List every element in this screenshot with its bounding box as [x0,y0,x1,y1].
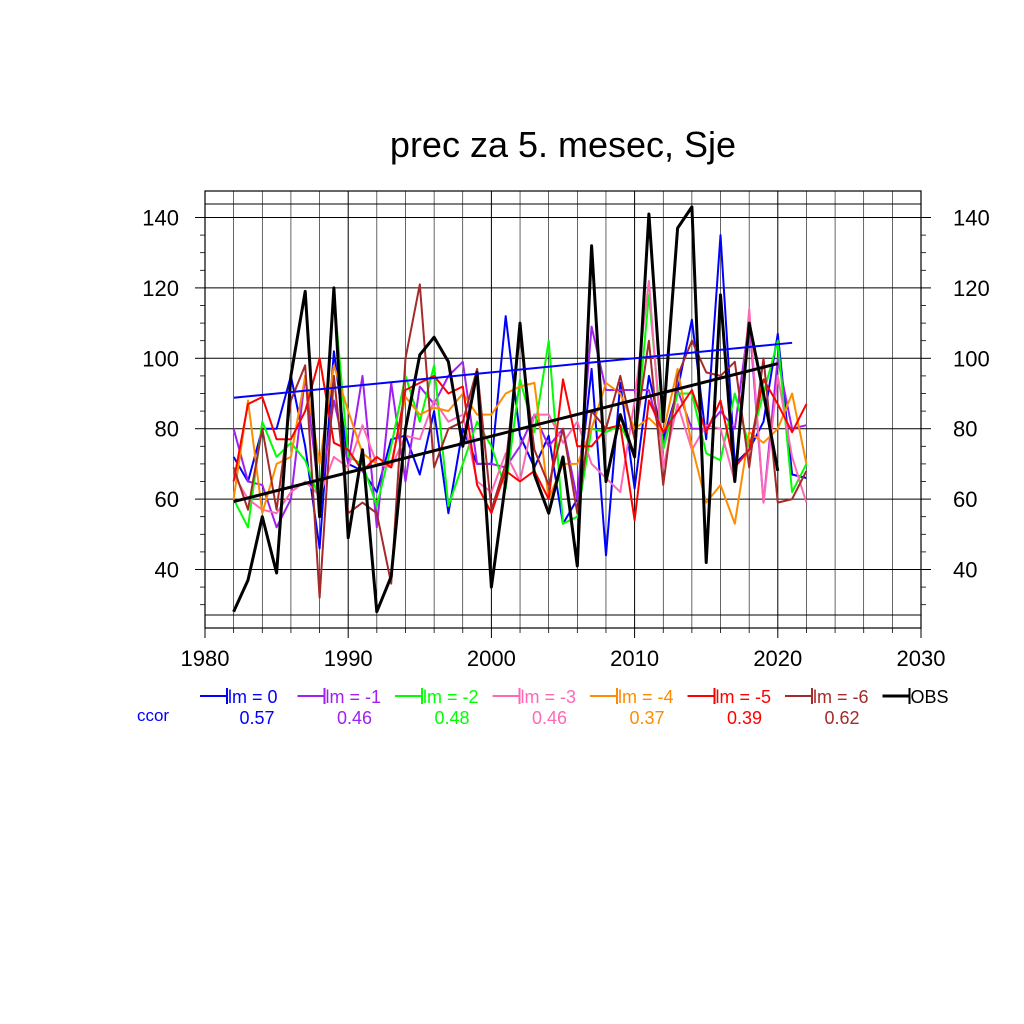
y-tick-label-left: 100 [142,346,179,371]
series-line-obs [232,205,780,614]
x-tick-label: 2010 [610,646,659,671]
axis-ticks [195,217,931,638]
x-tick-label: 2020 [753,646,802,671]
x-tick-label: 1990 [324,646,373,671]
y-tick-label-right: 60 [953,487,977,512]
series-line-lm5 [232,357,808,522]
legend-label: lm = -1 [326,687,382,707]
ccor-value: 0.46 [337,708,372,728]
legend-label: lm = -5 [716,687,772,707]
y-tick-label-left: 80 [155,417,179,442]
ccor-value: 0.37 [629,708,664,728]
ccor-value: 0.62 [824,708,859,728]
ccor-value: 0.39 [727,708,762,728]
tick-labels: 1980 1990 2000 2010 2020 2030 40 40 60 60 80 80 100 1… [142,206,989,672]
y-tick-label-right: 120 [953,276,990,301]
plot-area [232,205,808,614]
ccor-label: ccor [137,706,169,725]
y-tick-label-left: 120 [142,276,179,301]
legend-label: lm = -2 [423,687,479,707]
legend-label: lm = -4 [618,687,674,707]
ccor-value: 0.48 [434,708,469,728]
x-tick-label: 2000 [467,646,516,671]
y-tick-label-right: 100 [953,346,990,371]
legend-label: lm = 0 [228,687,278,707]
legend-label: lm = -3 [521,687,577,707]
y-tick-label-left: 60 [155,487,179,512]
x-tick-label: 2030 [897,646,946,671]
plot-frame [204,190,922,629]
ccor-value: 0.57 [239,708,274,728]
chart-title: prec za 5. mesec, Sje [390,124,736,165]
legend-label: lm = -6 [813,687,869,707]
legend-label: OBS [911,687,949,707]
y-tick-label-left: 140 [142,206,179,231]
trend-line-lm0 [233,341,793,399]
major-grid [205,191,921,628]
trend-line-obs [233,362,779,504]
ccor-value: 0.46 [532,708,567,728]
y-tick-label-left: 40 [155,558,179,583]
y-tick-label-right: 40 [953,558,977,583]
y-tick-label-right: 80 [953,417,977,442]
y-tick-label-right: 140 [953,206,990,231]
x-tick-label: 1980 [181,646,230,671]
